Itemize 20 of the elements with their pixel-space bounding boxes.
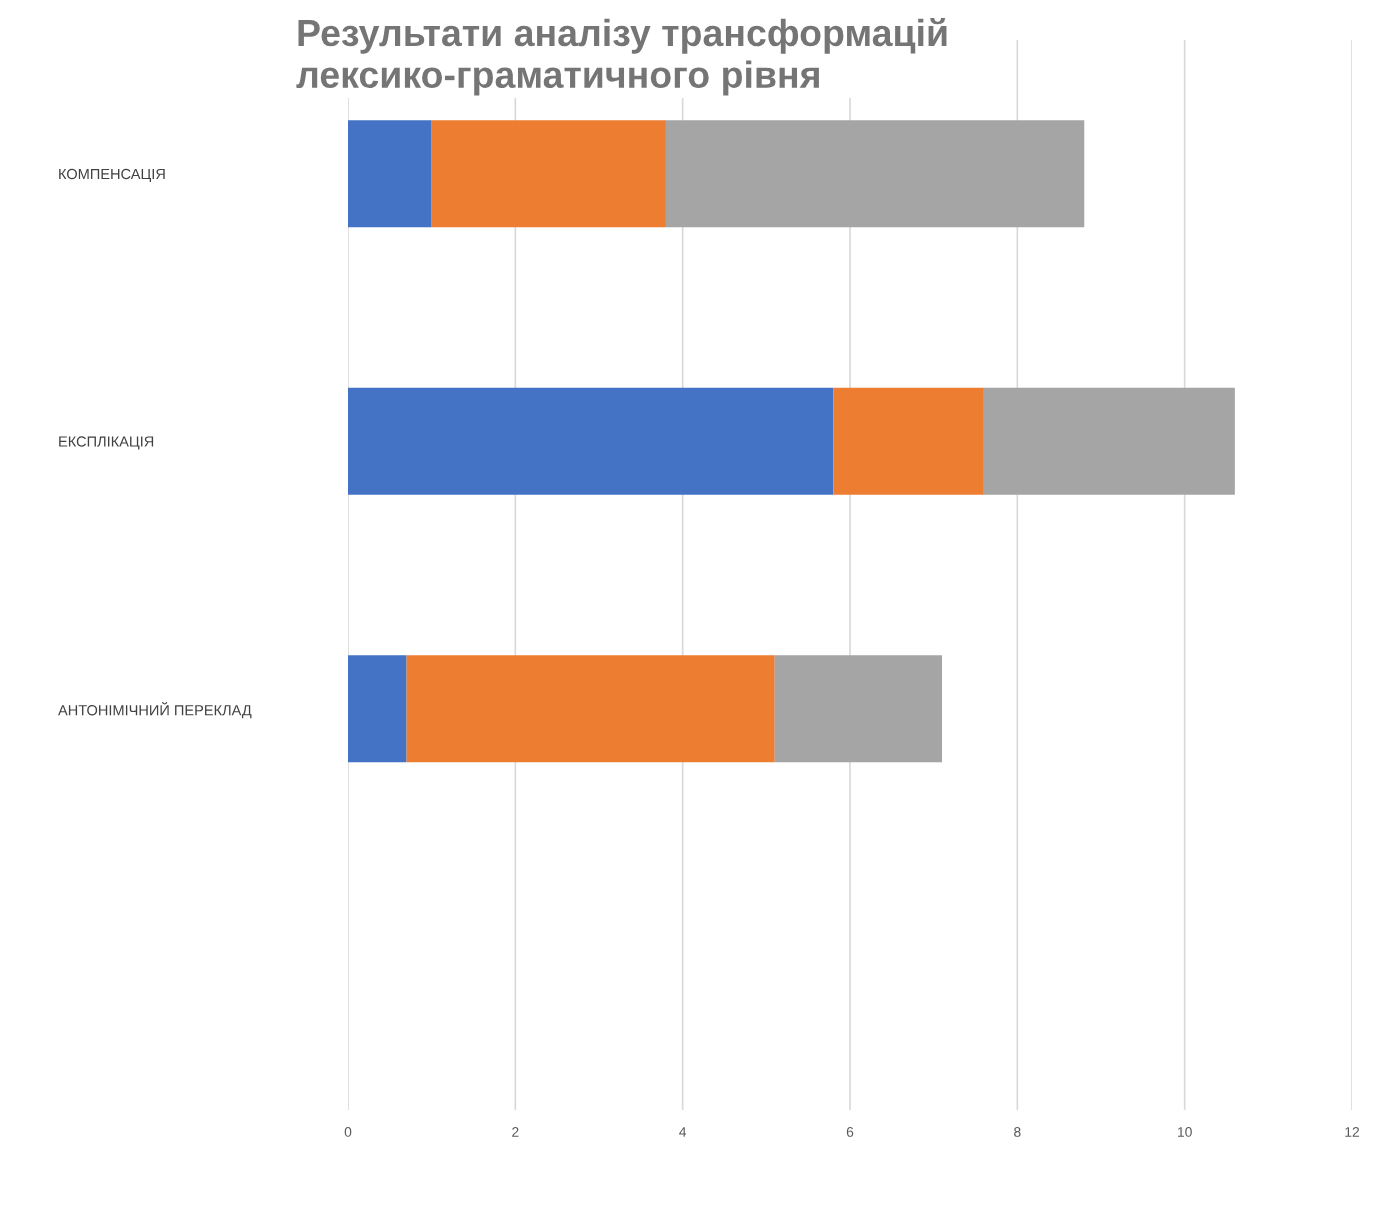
y-tick-label: АНТОНІМІЧНИЙ ПЕРЕКЛАД [58, 702, 252, 719]
bar [774, 655, 943, 763]
bar [348, 655, 407, 763]
bar [665, 120, 1085, 228]
bar [348, 387, 834, 495]
bar [833, 387, 984, 495]
x-tick-label: 0 [344, 1127, 352, 1137]
y-tick-label: КОМПЕНСАЦІЯ [59, 168, 165, 182]
y-tick-label: ЕКСПЛІКАЦІЯ [59, 436, 154, 450]
bar [983, 387, 1235, 495]
bar [431, 120, 666, 228]
x-tick-label: 8 [1014, 1127, 1021, 1137]
x-tick-label: 6 [846, 1127, 854, 1137]
bar [348, 120, 432, 228]
x-tick-label: 10 [1178, 1127, 1192, 1137]
x-tick-label: 2 [512, 1127, 519, 1137]
bar [406, 655, 775, 763]
x-tick-label: 4 [679, 1127, 687, 1137]
chart-title: Результати аналізу трансформацій лексико-граматичного рівня [296, 18, 947, 96]
x-tick-label: 12 [1345, 1127, 1360, 1137]
